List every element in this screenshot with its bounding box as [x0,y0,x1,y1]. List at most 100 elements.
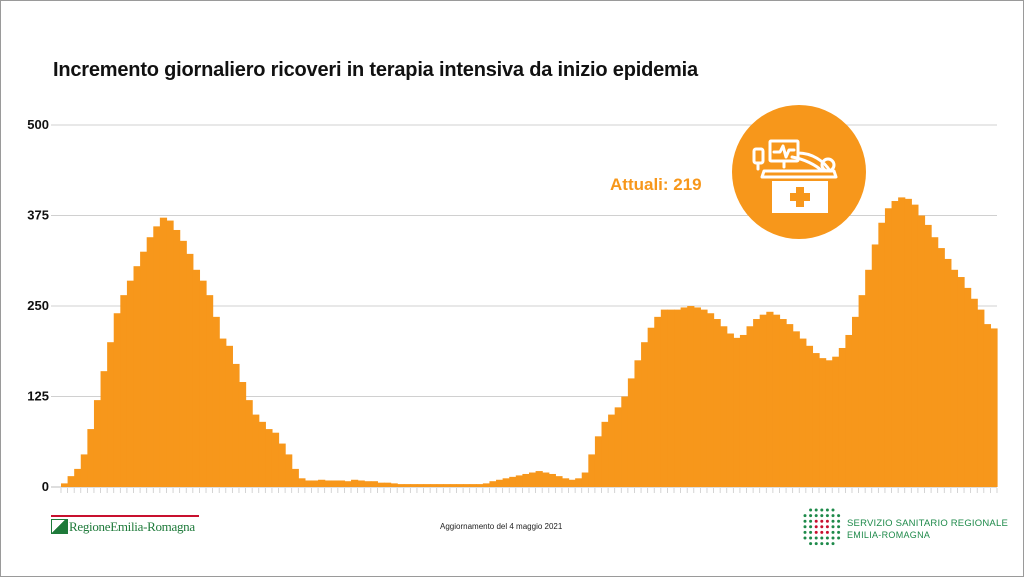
ssr-dot [809,525,813,529]
ssr-dot [814,530,818,534]
data-bar [957,277,965,487]
data-bar [397,484,405,487]
data-bar [331,480,339,487]
data-bar [126,280,135,487]
icu-badge [732,105,866,239]
data-bar [476,484,484,487]
data-bar [700,309,708,487]
data-bar [80,454,88,487]
data-bar [575,478,583,487]
data-bar [456,484,464,487]
x-axis-ticks [60,488,998,493]
ssr-dot [809,514,813,518]
ssr-dot [820,542,824,546]
data-bar [311,480,319,487]
data-bar [351,479,359,487]
data-bar [225,345,233,487]
data-bar [608,414,616,487]
data-bar [680,307,688,487]
y-tick-label: 250 [27,298,49,313]
regione-flag-icon [51,519,68,534]
data-bar [146,237,154,487]
data-bar [238,382,247,487]
data-bar [891,201,899,487]
ssr-dot [820,530,824,534]
data-bar [739,334,748,487]
data-bar [799,338,807,487]
data-bar [337,480,346,487]
data-bar [733,337,741,487]
ssr-dot [825,519,829,523]
data-bar [858,295,866,487]
data-bar [403,484,411,487]
data-bar [674,309,682,487]
data-bar [654,316,662,487]
data-bar [482,483,491,487]
data-bar [851,316,860,487]
data-bar [186,253,194,487]
data-bar [871,244,879,487]
data-bar [746,326,754,487]
data-bar [568,479,576,487]
ssr-dot [831,542,835,546]
data-bar [133,266,141,487]
data-bar [232,363,240,487]
data-bar [660,309,669,487]
data-bar [443,484,451,487]
ssr-dot [825,530,829,534]
data-bar [772,314,781,487]
ssr-dot [837,525,841,529]
data-bar [423,484,431,487]
ssr-dot [820,525,824,529]
data-bar [786,324,794,487]
data-bar [107,342,115,487]
data-bar [634,360,642,487]
data-bar [667,309,675,487]
data-bar [865,269,873,487]
data-bar [561,478,570,487]
ssr-dot [820,514,824,518]
ssr-dot [803,536,807,540]
ssr-dot [803,525,807,529]
data-bar [878,222,886,488]
ssr-dot [825,536,829,540]
ssr-dot [820,508,824,512]
ssr-dot [831,514,835,518]
data-bar [245,400,253,487]
data-bar [812,353,820,487]
data-bar [983,324,992,487]
data-bar [713,319,721,487]
data-bar [370,481,378,487]
data-bar [271,432,280,487]
data-bar [792,331,800,487]
y-tick-label: 125 [27,389,49,404]
data-bar [153,226,161,488]
ssr-dot [814,525,818,529]
data-bar [291,468,299,487]
data-bar [581,472,589,487]
ssr-logo-dots-icon [803,508,841,546]
data-bar [364,481,372,487]
ssr-dot [825,542,829,546]
data-bar [515,475,524,487]
data-bar [529,472,537,487]
ssr-dot [809,519,813,523]
data-bar [779,319,787,487]
current-value-label: Attuali: 219 [610,175,702,194]
data-bar [410,484,418,487]
data-bar [766,311,774,487]
data-bar [416,484,425,487]
data-bar [252,414,260,487]
ssr-dot [814,536,818,540]
data-bar [627,378,636,487]
data-bar [614,407,622,487]
ssr-dot [809,536,813,540]
data-bar [469,484,477,487]
ssr-dot [809,542,813,546]
data-bar [601,421,609,487]
data-bar [206,295,214,487]
ssr-dot [814,508,818,512]
ssr-dot [831,525,835,529]
